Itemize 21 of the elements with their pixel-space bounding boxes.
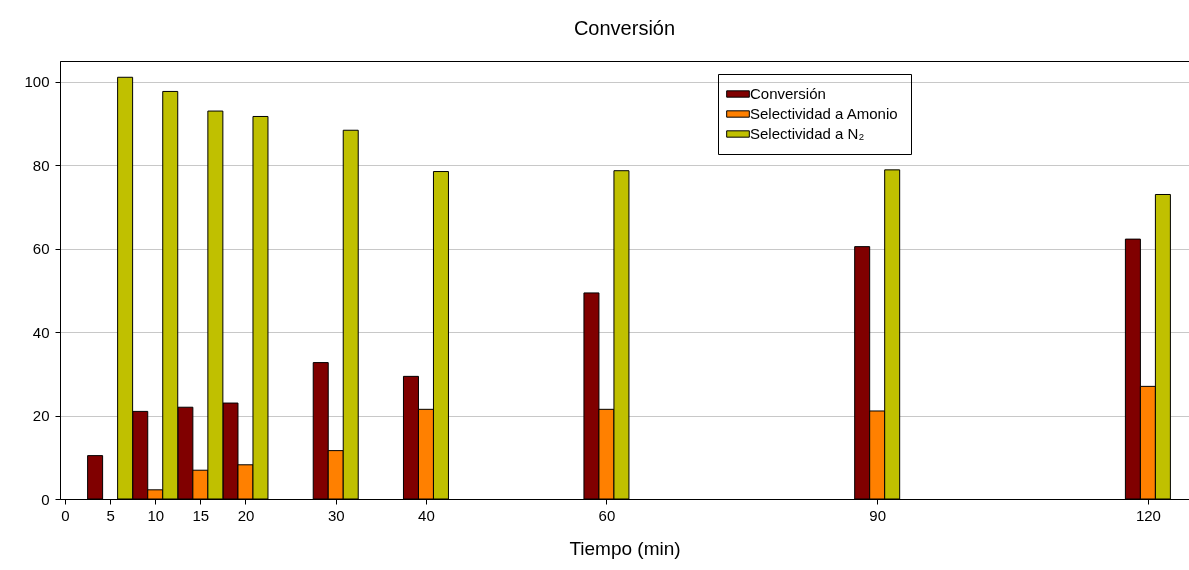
y-tick-label: 80: [32, 156, 50, 174]
y-tick-label: 60: [32, 240, 50, 258]
x-tick-label: 5: [106, 506, 115, 524]
x-tick-label: 20: [237, 506, 255, 524]
y-tick-label: 40: [32, 323, 50, 341]
x-tick-label: 10: [147, 506, 165, 524]
chart-title: Conversión: [573, 17, 676, 39]
legend-label: Conversión: [750, 85, 826, 102]
x-tick-label: 90: [869, 506, 887, 524]
x-tick-label: 40: [418, 506, 435, 524]
x-tick-label: 120: [1135, 506, 1161, 524]
y-tick-label: 20: [32, 407, 50, 425]
y-tick-label: 0: [41, 490, 50, 508]
x-axis-title: Tiempo (min): [569, 537, 681, 559]
legend-label: Selectividad a N₂: [750, 125, 865, 142]
legend-label: Selectividad a Amonio: [750, 105, 898, 122]
x-tick-label: 60: [598, 506, 616, 524]
y-tick-label: 100: [24, 73, 50, 91]
x-tick-label: 0: [61, 506, 70, 524]
x-tick-label: 30: [327, 506, 345, 524]
x-tick-label: 15: [192, 506, 210, 524]
